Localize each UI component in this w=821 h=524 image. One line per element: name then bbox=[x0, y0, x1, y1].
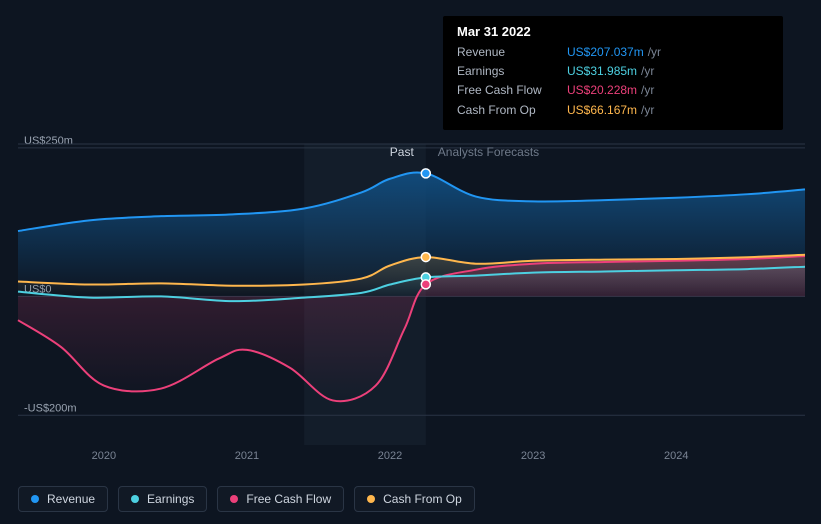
legend-item-revenue[interactable]: Revenue bbox=[18, 486, 108, 512]
legend-label: Revenue bbox=[47, 492, 95, 506]
legend-label: Free Cash Flow bbox=[246, 492, 331, 506]
marker-revenue[interactable] bbox=[421, 169, 430, 178]
legend-label: Earnings bbox=[147, 492, 194, 506]
x-axis-label: 2024 bbox=[664, 450, 688, 462]
marker-fcf[interactable] bbox=[421, 280, 430, 289]
marker-cash_from_op[interactable] bbox=[421, 253, 430, 262]
y-axis-label: -US$200m bbox=[24, 402, 77, 414]
tooltip-row: RevenueUS$207.037m/yr bbox=[457, 43, 769, 62]
chart-legend: Revenue Earnings Free Cash Flow Cash From O… bbox=[18, 486, 475, 512]
tooltip-title: Mar 31 2022 bbox=[457, 24, 769, 39]
tooltip-row: EarningsUS$31.985m/yr bbox=[457, 62, 769, 81]
x-axis-label: 2021 bbox=[235, 450, 259, 462]
section-label-forecast: Analysts Forecasts bbox=[438, 145, 539, 159]
tooltip-row: Free Cash FlowUS$20.228m/yr bbox=[457, 81, 769, 100]
tooltip-row: Cash From OpUS$66.167m/yr bbox=[457, 101, 769, 120]
tooltip-row-value: US$66.167m bbox=[567, 101, 637, 120]
x-axis-label: 2023 bbox=[521, 450, 545, 462]
tooltip-row-label: Cash From Op bbox=[457, 101, 567, 120]
tooltip-row-label: Revenue bbox=[457, 43, 567, 62]
legend-item-fcf[interactable]: Free Cash Flow bbox=[217, 486, 344, 512]
tooltip-row-label: Earnings bbox=[457, 62, 567, 81]
financial-chart: US$250mUS$0-US$200mPastAnalysts Forecast… bbox=[0, 0, 821, 524]
legend-item-cash_from_op[interactable]: Cash From Op bbox=[354, 486, 475, 512]
legend-item-earnings[interactable]: Earnings bbox=[118, 486, 207, 512]
legend-swatch bbox=[31, 495, 39, 503]
tooltip-row-unit: /yr bbox=[641, 62, 654, 81]
section-label-past: Past bbox=[390, 145, 415, 159]
tooltip-row-value: US$207.037m bbox=[567, 43, 644, 62]
x-axis-label: 2020 bbox=[92, 450, 116, 462]
legend-swatch bbox=[230, 495, 238, 503]
chart-tooltip: Mar 31 2022 RevenueUS$207.037m/yrEarning… bbox=[443, 16, 783, 130]
y-axis-label: US$250m bbox=[24, 135, 73, 147]
tooltip-row-unit: /yr bbox=[641, 101, 654, 120]
legend-swatch bbox=[367, 495, 375, 503]
tooltip-row-value: US$20.228m bbox=[567, 81, 637, 100]
tooltip-row-unit: /yr bbox=[648, 43, 661, 62]
tooltip-row-unit: /yr bbox=[641, 81, 654, 100]
legend-label: Cash From Op bbox=[383, 492, 462, 506]
tooltip-row-value: US$31.985m bbox=[567, 62, 637, 81]
tooltip-row-label: Free Cash Flow bbox=[457, 81, 567, 100]
legend-swatch bbox=[131, 495, 139, 503]
x-axis-label: 2022 bbox=[378, 450, 402, 462]
